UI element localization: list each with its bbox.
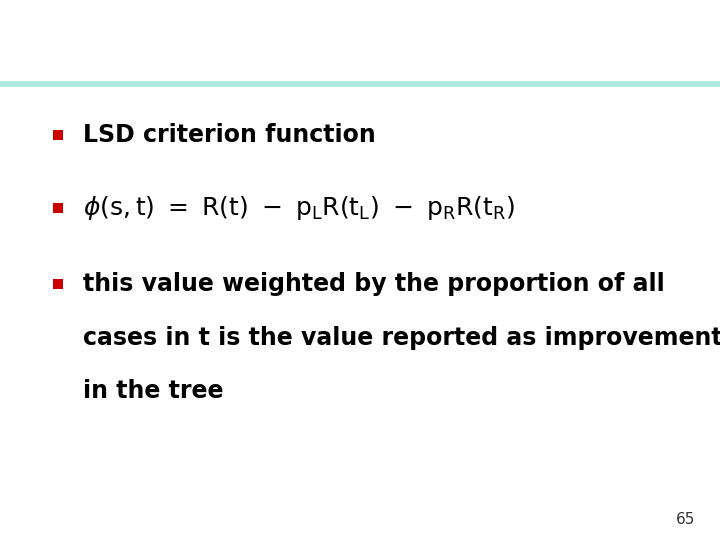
Text: cases in t is the value reported as improvement: cases in t is the value reported as impr… [83, 326, 720, 349]
Text: 65: 65 [675, 511, 695, 526]
Text: in the tree: in the tree [83, 380, 223, 403]
Text: $\phi\mathsf{(s,t)\ =\ R(t)\ -\ p_L R(t_L)\ -\ p_R R(t_R)}$: $\phi\mathsf{(s,t)\ =\ R(t)\ -\ p_L R(t_… [83, 194, 515, 222]
Text: this value weighted by the proportion of all: this value weighted by the proportion of… [83, 272, 665, 295]
Text: LSD criterion function: LSD criterion function [83, 123, 376, 147]
